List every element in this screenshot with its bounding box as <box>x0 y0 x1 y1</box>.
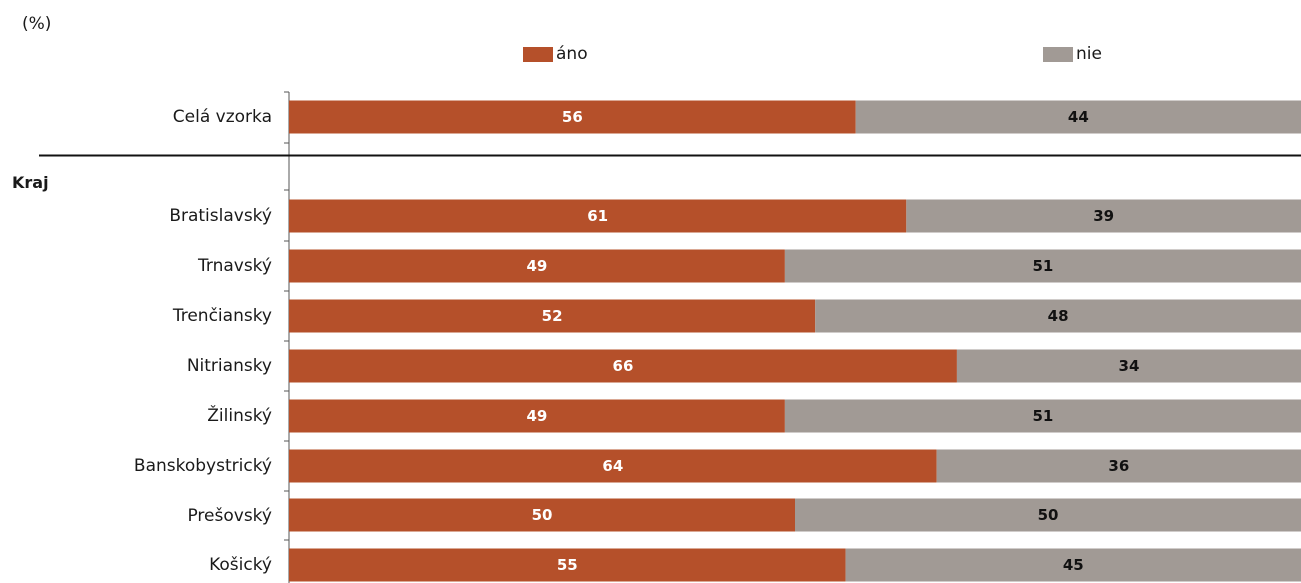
category-label-3: Trenčiansky <box>172 306 272 326</box>
data-label-áno-7: 50 <box>532 506 553 524</box>
bar-nie-4 <box>956 349 1301 383</box>
category-label-2: Trnavský <box>198 256 272 276</box>
data-label-áno-6: 64 <box>602 457 623 475</box>
group-label-kraj: Kraj <box>12 173 49 192</box>
data-label-nie-8: 45 <box>1063 556 1084 574</box>
legend-item-ano: áno <box>523 44 588 64</box>
bar-nie-3 <box>815 299 1301 333</box>
data-label-nie-4: 34 <box>1119 357 1140 375</box>
category-label-4: Nitriansky <box>186 356 272 376</box>
category-label-7: Prešovský <box>187 506 272 526</box>
data-label-áno-3: 52 <box>542 307 563 325</box>
legend-item-nie: nie <box>1043 44 1102 64</box>
data-label-nie-3: 48 <box>1048 307 1069 325</box>
data-label-áno-0: 56 <box>562 108 583 126</box>
bar-áno-0 <box>289 100 856 134</box>
bar-nie-5 <box>784 399 1301 433</box>
legend-label-ano: áno <box>556 44 588 64</box>
bar-áno-1 <box>289 199 907 233</box>
data-label-nie-1: 39 <box>1093 207 1114 225</box>
legend-swatch-nie <box>1043 46 1073 62</box>
data-label-nie-2: 51 <box>1033 257 1054 275</box>
data-label-áno-1: 61 <box>587 207 608 225</box>
data-label-áno-4: 66 <box>613 357 634 375</box>
unit-label: (%) <box>22 14 52 34</box>
bar-nie-6 <box>936 449 1301 483</box>
category-label-8: Košický <box>209 555 272 575</box>
bar-áno-8 <box>289 548 846 582</box>
bar-áno-3 <box>289 299 816 333</box>
bar-áno-5 <box>289 399 785 433</box>
bar-áno-7 <box>289 498 795 532</box>
category-label-1: Bratislavský <box>169 206 272 226</box>
data-label-nie-0: 44 <box>1068 108 1089 126</box>
bar-áno-4 <box>289 349 957 383</box>
data-label-áno-5: 49 <box>527 407 548 425</box>
bar-áno-6 <box>289 449 937 483</box>
category-label-6: Banskobystrický <box>133 456 272 476</box>
bar-nie-1 <box>906 199 1301 233</box>
bar-nie-0 <box>855 100 1301 134</box>
legend-swatch-ano <box>523 46 553 62</box>
bar-áno-2 <box>289 249 785 283</box>
category-label-0: Celá vzorka <box>172 107 272 127</box>
bar-nie-7 <box>795 498 1301 532</box>
data-label-nie-7: 50 <box>1038 506 1059 524</box>
data-label-áno-8: 55 <box>557 556 578 574</box>
bar-nie-2 <box>784 249 1301 283</box>
data-label-áno-2: 49 <box>527 257 548 275</box>
legend-label-nie: nie <box>1076 44 1102 64</box>
data-label-nie-5: 51 <box>1033 407 1054 425</box>
category-label-5: Žilinský <box>207 406 272 426</box>
bar-nie-8 <box>845 548 1301 582</box>
data-label-nie-6: 36 <box>1108 457 1129 475</box>
